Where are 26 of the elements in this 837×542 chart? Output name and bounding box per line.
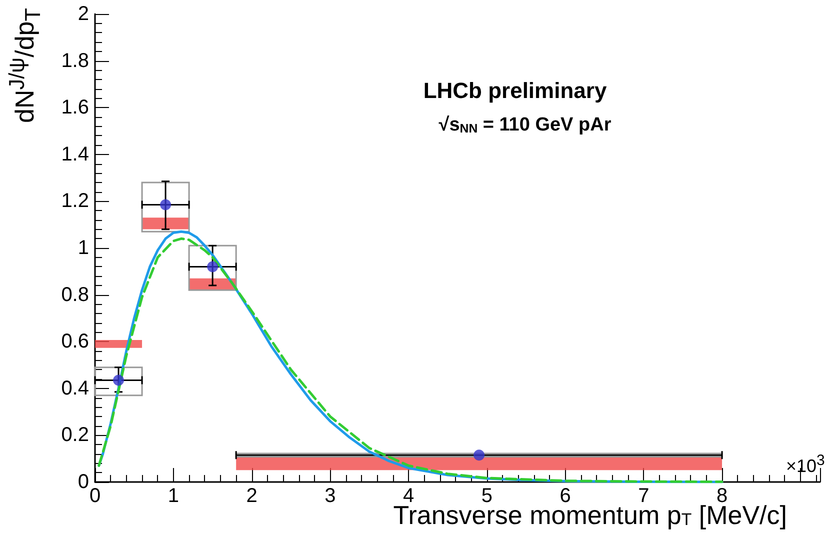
annotation: ×10$^{3}$ (786, 452, 825, 477)
y-tick-label: 0 (78, 471, 89, 493)
annotation: √sNN = 110 GeV pAr (438, 114, 612, 136)
y-tick-label: 1.2 (61, 190, 89, 212)
x-tick-label: 8 (716, 485, 728, 507)
x-tick-label: 1 (168, 485, 179, 507)
y-tick-label: 0.4 (61, 377, 89, 400)
point (207, 261, 218, 272)
y-tick-label: 0.8 (61, 284, 89, 306)
y-tick-label: 0.2 (61, 424, 89, 446)
x-tick-label: 3 (324, 485, 336, 507)
point (474, 450, 485, 461)
point (160, 199, 172, 210)
y-tick-label: 0.6 (61, 330, 89, 353)
y-tick-label: 2 (78, 3, 89, 25)
x-tick-label: 4 (402, 485, 414, 507)
annotation: LHCb preliminary (423, 78, 608, 103)
y-tick-label: 1 (78, 237, 89, 259)
y-tick-label: 1.4 (61, 143, 89, 166)
x-tick-label: 5 (481, 485, 492, 507)
y-tick-label: 1.8 (61, 50, 89, 72)
y-tick-label: 1.6 (61, 96, 89, 119)
x-tick-label: 2 (246, 485, 258, 507)
point (113, 374, 124, 386)
x-tick-label: 6 (560, 485, 571, 507)
x-tick-label: 7 (638, 485, 650, 507)
